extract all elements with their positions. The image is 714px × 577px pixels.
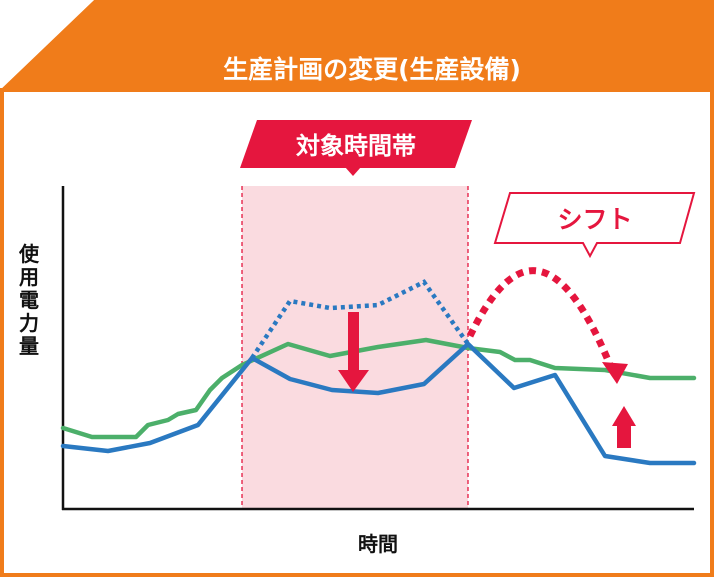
blue-usage-line [60, 341, 697, 466]
blue-original-dotted-line [250, 279, 470, 360]
shift-curve-arrowhead [602, 362, 628, 384]
y-axis-label: 使用電力量 [18, 242, 40, 358]
target-band-label: 対象時間帯 [296, 132, 416, 160]
shift-label-box: シフト [493, 192, 696, 259]
target-band-label-pointer [345, 167, 361, 176]
reduction-down-arrow [338, 312, 369, 392]
shift-label: シフト [557, 205, 632, 234]
header-banner [0, 0, 714, 92]
header-title: 生産計画の変更(生産設備) [223, 55, 521, 84]
axes: 使用電力量 時間 [18, 186, 694, 556]
shift-dotted-curve [466, 267, 616, 372]
header-notch [0, 0, 94, 90]
x-axis-label: 時間 [358, 532, 398, 556]
frame-border [0, 88, 714, 577]
increase-up-arrow [612, 406, 636, 448]
green-usage-line [60, 337, 697, 440]
target-band-label-box [240, 120, 472, 168]
